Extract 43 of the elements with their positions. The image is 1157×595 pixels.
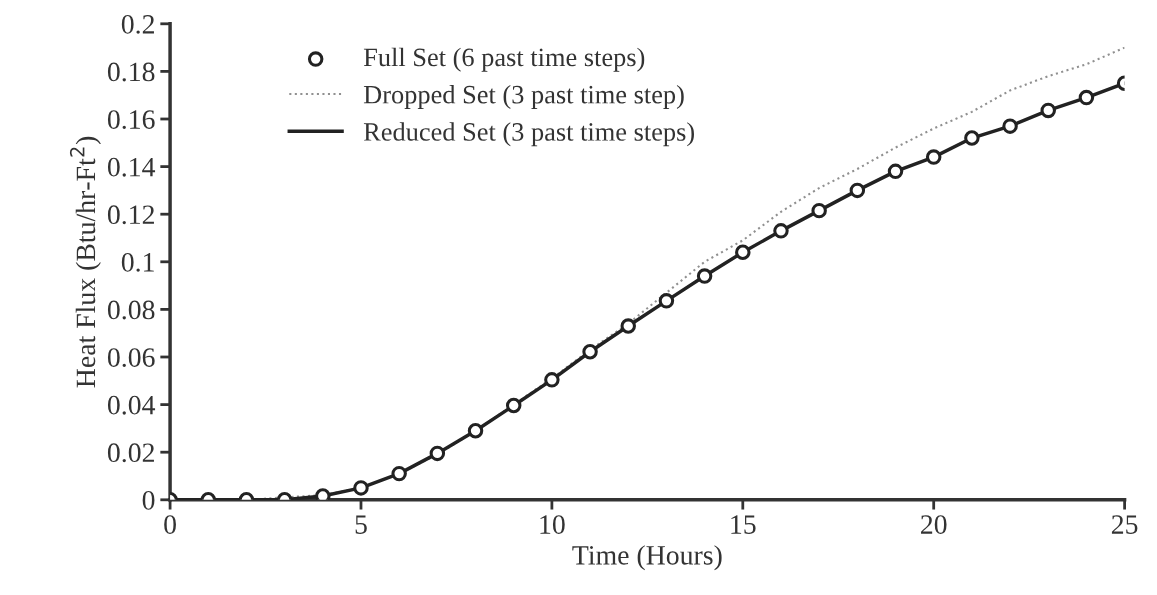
- point: [964, 130, 980, 146]
- point: [925, 149, 942, 165]
- legend-label: Reduced Set (3 past time steps): [363, 122, 694, 147]
- y-tick-label: 0.14: [107, 157, 156, 177]
- point: [1040, 102, 1056, 119]
- y-tick-label: 0.04: [107, 395, 156, 415]
- point: [1002, 118, 1018, 134]
- legend-label: Full Set (6 past time steps): [363, 47, 645, 72]
- x-axis-title: Time (Hours): [572, 545, 722, 571]
- point: [620, 318, 636, 334]
- point: [505, 397, 522, 414]
- x-tick-label: 15: [731, 515, 756, 534]
- y-tick-label: 0.2: [121, 14, 154, 34]
- y-tick-label: 0.06: [107, 348, 155, 368]
- point: [391, 465, 407, 482]
- point: [773, 223, 789, 239]
- x-tick-label: 10: [540, 515, 565, 534]
- y-tick-label: 0.08: [107, 300, 155, 320]
- y-tick-label: 0.16: [107, 110, 155, 130]
- x-tick-label: 20: [921, 515, 947, 534]
- point: [544, 372, 560, 388]
- y-tick-label: 0.18: [107, 62, 155, 82]
- point: [811, 202, 827, 219]
- point: [467, 423, 484, 439]
- point: [735, 244, 751, 261]
- point: [849, 182, 866, 199]
- point: [696, 268, 713, 284]
- point: [887, 163, 904, 180]
- x-tick-label: 0: [164, 515, 176, 534]
- point: [353, 480, 369, 496]
- x-tick-label: 25: [1111, 515, 1138, 534]
- y-axis-title: Heat Flux (Btu/hr-Ft$^{2}$): [69, 136, 101, 388]
- point: [315, 488, 331, 500]
- legend-label: Dropped Set (3 past time step): [363, 85, 684, 109]
- point: [1078, 89, 1095, 106]
- y-tick-label: 0: [142, 490, 155, 510]
- y-tick-label: 0.12: [107, 205, 154, 225]
- point: [429, 445, 446, 462]
- y-tick-label: 0.02: [107, 443, 154, 463]
- point: [658, 293, 675, 309]
- point: [582, 344, 598, 360]
- x-tick-label: 5: [355, 515, 367, 534]
- y-tick-label: 0.1: [121, 252, 154, 272]
